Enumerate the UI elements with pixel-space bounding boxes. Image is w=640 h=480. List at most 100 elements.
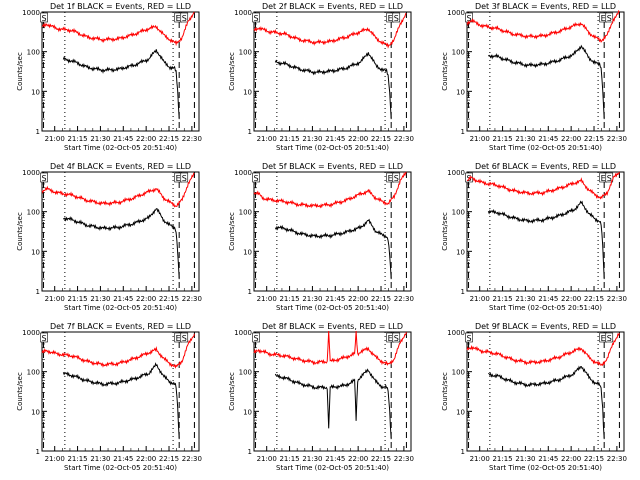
y-tick-label: 1 — [248, 448, 252, 456]
marker-label-S: S — [607, 334, 612, 343]
panel-det-3: Det 3f BLACK = Events, RED = LLD 1 10 100 10… — [441, 2, 627, 152]
x-tick-label: 21:30 — [90, 135, 110, 143]
x-tick-label: 21:15 — [67, 135, 87, 143]
series-events-line — [488, 365, 605, 440]
x-axis-label: Start Time (02-Oct-05 20:51:40) — [489, 304, 602, 312]
x-tick-label: 22:30 — [394, 295, 414, 303]
series-events-line — [62, 49, 180, 120]
series-lld-line — [466, 171, 620, 200]
panel-title: Det 3f BLACK = Events, RED = LLD — [475, 2, 616, 11]
series-lld-line — [253, 12, 407, 49]
x-tick-label: 22:30 — [607, 295, 627, 303]
x-tick-label: 22:30 — [607, 455, 627, 463]
x-tick-label: 21:00 — [45, 295, 65, 303]
panel-det-2: Det 2f BLACK = Events, RED = LLD 1 10 100 10… — [228, 2, 414, 152]
marker-label-S: S — [607, 174, 612, 183]
x-tick-label: 21:30 — [515, 135, 535, 143]
series-lld-line — [253, 171, 407, 209]
marker-label-S: S — [466, 334, 471, 343]
x-tick-label: 21:00 — [470, 295, 490, 303]
y-tick-label: 1000 — [22, 169, 40, 177]
y-axis-label: Counts/sec — [16, 212, 24, 251]
panel-title: Det 8f BLACK = Events, RED = LLD — [262, 322, 403, 331]
series-events-line — [487, 200, 605, 280]
panel-det-5: Det 5f BLACK = Events, RED = LLD 1 10 100 10… — [228, 162, 414, 312]
plot-frame — [41, 11, 200, 132]
y-tick-label: 1000 — [447, 9, 465, 17]
marker-box-S — [180, 172, 189, 183]
x-tick-label: 21:15 — [492, 295, 512, 303]
series-events-line — [487, 44, 605, 120]
marker-label-S: S — [253, 174, 258, 183]
x-tick-label: 21:15 — [492, 135, 512, 143]
marker-box-S — [605, 332, 614, 343]
series-events-line — [274, 52, 392, 120]
x-tick-label: 21:45 — [538, 135, 558, 143]
x-tick-label: 22:30 — [182, 135, 202, 143]
marker-box-S — [392, 12, 401, 23]
marker-label-S: S — [466, 14, 471, 23]
marker-box-S — [392, 332, 401, 343]
x-tick-label: 22:30 — [182, 295, 202, 303]
y-tick-label: 1000 — [234, 169, 252, 177]
y-tick-label: 10 — [243, 88, 252, 96]
y-tick-label: 100 — [452, 369, 465, 377]
y-tick-label: 1000 — [234, 9, 252, 17]
y-axis-label: Counts/sec — [16, 52, 24, 91]
marker-label-E: E — [388, 14, 393, 23]
panel-title: Det 4f BLACK = Events, RED = LLD — [50, 162, 191, 171]
y-tick-label: 100 — [239, 49, 252, 57]
y-tick-label: 10 — [456, 248, 465, 256]
y-tick-label: 10 — [456, 408, 465, 416]
y-tick-label: 100 — [27, 369, 40, 377]
x-axis-label: Start Time (02-Oct-05 20:51:40) — [489, 464, 602, 472]
panel-det-7: Det 7f BLACK = Events, RED = LLD 1 10 100 10… — [16, 322, 202, 472]
marker-label-S: S — [394, 334, 399, 343]
marker-box-S — [465, 332, 473, 343]
y-tick-label: 1 — [36, 448, 40, 456]
marker-box-S — [605, 12, 614, 23]
y-tick-label: 1 — [36, 128, 40, 136]
x-tick-label: 21:00 — [470, 455, 490, 463]
x-tick-label: 21:00 — [257, 295, 277, 303]
marker-box-S — [252, 12, 260, 23]
series-events-line — [274, 368, 392, 440]
x-tick-label: 22:30 — [394, 455, 414, 463]
y-tick-label: 100 — [452, 49, 465, 57]
series-events-line — [274, 218, 392, 280]
marker-box-S — [180, 12, 189, 23]
y-tick-label: 1 — [461, 128, 465, 136]
x-tick-label: 22:00 — [348, 295, 368, 303]
y-tick-label: 10 — [31, 408, 40, 416]
x-tick-label: 21:30 — [515, 295, 535, 303]
marker-label-E: E — [388, 334, 393, 343]
x-tick-label: 22:15 — [159, 295, 179, 303]
x-tick-label: 22:00 — [136, 135, 156, 143]
marker-label-S: S — [182, 174, 187, 183]
x-tick-label: 21:15 — [492, 455, 512, 463]
y-tick-label: 10 — [243, 408, 252, 416]
panel-title: Det 7f BLACK = Events, RED = LLD — [50, 322, 191, 331]
x-axis-label: Start Time (02-Oct-05 20:51:40) — [64, 464, 177, 472]
x-tick-label: 22:15 — [371, 135, 391, 143]
marker-label-S: S — [182, 14, 187, 23]
marker-label-S: S — [182, 334, 187, 343]
y-tick-label: 1 — [461, 288, 465, 296]
plot-frame — [466, 171, 625, 292]
x-tick-label: 21:15 — [279, 135, 299, 143]
y-tick-label: 1000 — [234, 329, 252, 337]
x-tick-label: 22:00 — [348, 455, 368, 463]
marker-label-E: E — [176, 334, 181, 343]
x-tick-label: 21:45 — [113, 295, 133, 303]
x-tick-label: 21:45 — [538, 295, 558, 303]
x-tick-label: 21:45 — [113, 135, 133, 143]
marker-box-S — [40, 332, 48, 343]
panel-det-8: Det 8f BLACK = Events, RED = LLD 1 10 100 10… — [228, 322, 414, 472]
y-tick-label: 100 — [239, 369, 252, 377]
x-tick-label: 22:00 — [136, 455, 156, 463]
panel-title: Det 5f BLACK = Events, RED = LLD — [262, 162, 403, 171]
x-tick-label: 21:30 — [515, 455, 535, 463]
y-axis-label: Counts/sec — [228, 212, 236, 251]
x-tick-label: 22:00 — [348, 135, 368, 143]
